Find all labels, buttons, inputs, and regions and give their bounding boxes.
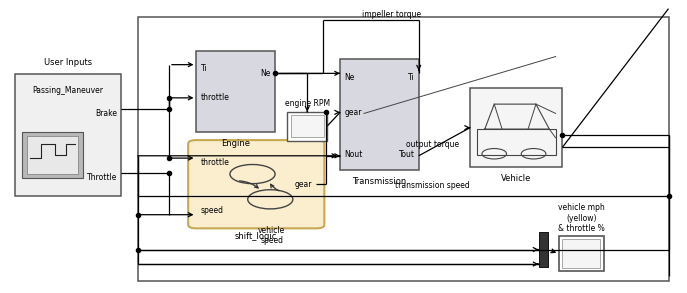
Bar [340, 59, 419, 170]
Text: Ti: Ti [408, 73, 415, 82]
Text: output torque: output torque [406, 139, 459, 149]
Bar [539, 232, 548, 267]
Text: Transmission: Transmission [352, 177, 407, 186]
Bar [15, 74, 121, 196]
Bar [196, 51, 275, 132]
Bar [22, 132, 84, 178]
Bar [291, 115, 324, 137]
Text: Ti: Ti [201, 64, 207, 73]
Text: Brake: Brake [95, 109, 117, 118]
Text: gear: gear [295, 180, 312, 189]
Bar [27, 136, 78, 174]
Text: gear: gear [344, 108, 361, 117]
Text: Engine: Engine [221, 139, 250, 148]
Bar [287, 112, 327, 141]
Bar [559, 236, 603, 271]
Text: speed: speed [201, 206, 223, 215]
Text: Ne: Ne [344, 73, 354, 82]
Text: Passing_Maneuver: Passing_Maneuver [32, 86, 104, 95]
Text: Vehicle: Vehicle [501, 174, 532, 183]
Text: vehicle mph
(yellow)
& throttle %: vehicle mph (yellow) & throttle % [558, 203, 605, 233]
Text: Nout: Nout [344, 150, 363, 159]
Text: Throttle: Throttle [87, 173, 117, 182]
Text: engine RPM: engine RPM [284, 99, 330, 108]
Bar [563, 239, 600, 268]
Text: transmission speed: transmission speed [395, 181, 470, 190]
FancyBboxPatch shape [188, 140, 324, 228]
Text: Tout: Tout [398, 150, 415, 159]
Text: User Inputs: User Inputs [44, 58, 92, 67]
Text: throttle: throttle [201, 93, 229, 102]
Text: impeller torque: impeller torque [362, 10, 421, 19]
Text: Ne: Ne [260, 69, 271, 78]
Bar [470, 88, 563, 167]
Text: shift_logic: shift_logic [235, 232, 278, 241]
Bar [138, 17, 668, 282]
Text: vehicle
speed: vehicle speed [258, 226, 285, 245]
Text: throttle: throttle [201, 158, 229, 167]
Bar [477, 129, 556, 155]
